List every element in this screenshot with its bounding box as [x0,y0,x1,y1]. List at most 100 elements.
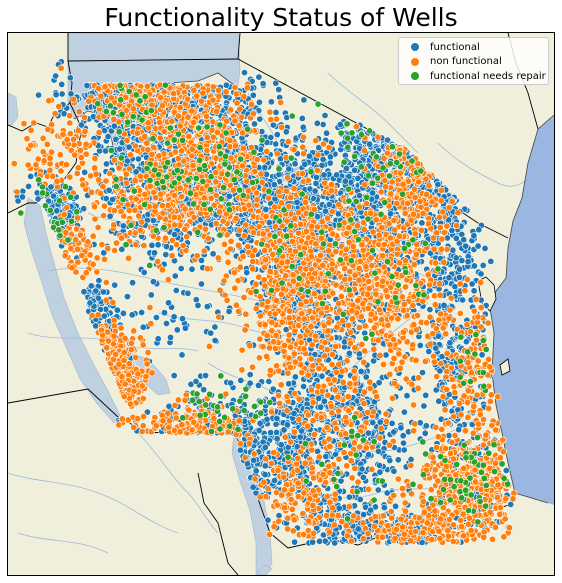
well-point [255,98,263,106]
well-point [261,471,269,479]
well-point [134,155,142,163]
well-point [370,357,378,365]
map-svg [8,33,554,575]
well-point [256,115,264,123]
well-point [462,242,470,250]
well-point [297,427,305,435]
well-point [237,376,245,384]
well-point [321,112,329,120]
well-point [341,177,349,185]
well-point [170,372,178,380]
well-point [244,460,252,468]
well-point [293,198,301,206]
well-point [102,147,110,155]
well-point [265,377,273,385]
well-point [301,160,309,168]
well-point [326,153,334,161]
well-point [323,129,331,137]
well-point [273,131,281,139]
map-frame [7,32,555,576]
well-point [351,166,359,174]
well-point [52,91,60,99]
well-point [92,322,100,330]
well-point [366,140,374,148]
well-point [264,516,272,524]
well-point [420,402,428,410]
well-point [27,172,35,180]
well-point [452,234,460,242]
well-point [272,428,280,436]
well-point [449,246,457,254]
well-point [355,192,363,200]
well-point [399,439,407,447]
well-point [105,186,113,194]
border-malawi [197,472,239,575]
well-point [116,145,124,153]
well-point [475,226,483,234]
well-point [255,73,263,81]
ocean [490,115,554,505]
well-point [52,72,60,80]
well-point [162,251,170,259]
well-point [376,468,384,476]
well-point [25,182,33,190]
well-point [283,421,291,429]
well-point [249,483,257,491]
well-point [312,174,320,182]
well-point [275,86,283,94]
well-point [246,379,254,387]
river [8,472,179,534]
well-point [58,90,66,98]
well-point [394,456,402,464]
well-point [390,467,398,475]
wells-layer [10,58,518,547]
well-point [374,486,382,494]
well-point [382,351,390,359]
well-point [298,114,306,122]
well-point [272,108,280,116]
well-point [251,120,259,128]
well-point [19,193,27,201]
well-point [171,231,179,239]
well-point [267,429,275,437]
well-point [470,287,478,295]
well-point [272,79,280,87]
well-point [112,135,120,143]
well-point [487,257,495,265]
well-point [296,433,304,441]
well-point [357,367,365,375]
well-point [267,98,275,106]
well-point [119,309,127,317]
well-point [460,236,468,244]
well-point [154,241,162,249]
well-point [81,168,89,176]
river [17,532,109,554]
well-point [273,435,281,443]
well-point [333,171,341,179]
chart-title: Functionality Status of Wells [104,3,458,32]
well-point [241,69,249,77]
border-kenya-uganda [237,33,241,60]
well-point [246,371,254,379]
well-point [250,456,258,464]
well-point [325,201,333,209]
well-point [270,181,278,189]
mafia-island [499,358,511,376]
well-point [291,160,299,168]
well-point [290,409,298,417]
well-point [300,382,308,390]
well-point [285,380,293,388]
well-point [100,312,108,320]
well-point [95,277,103,285]
well-point [270,477,278,485]
lake-kivu [8,92,19,126]
well-point [125,143,133,151]
well-point [336,121,344,129]
well-point [255,381,263,389]
well-point [106,212,114,220]
well-point [456,265,464,273]
well-point [422,391,430,399]
well-point [459,296,467,304]
well-point [47,183,55,191]
